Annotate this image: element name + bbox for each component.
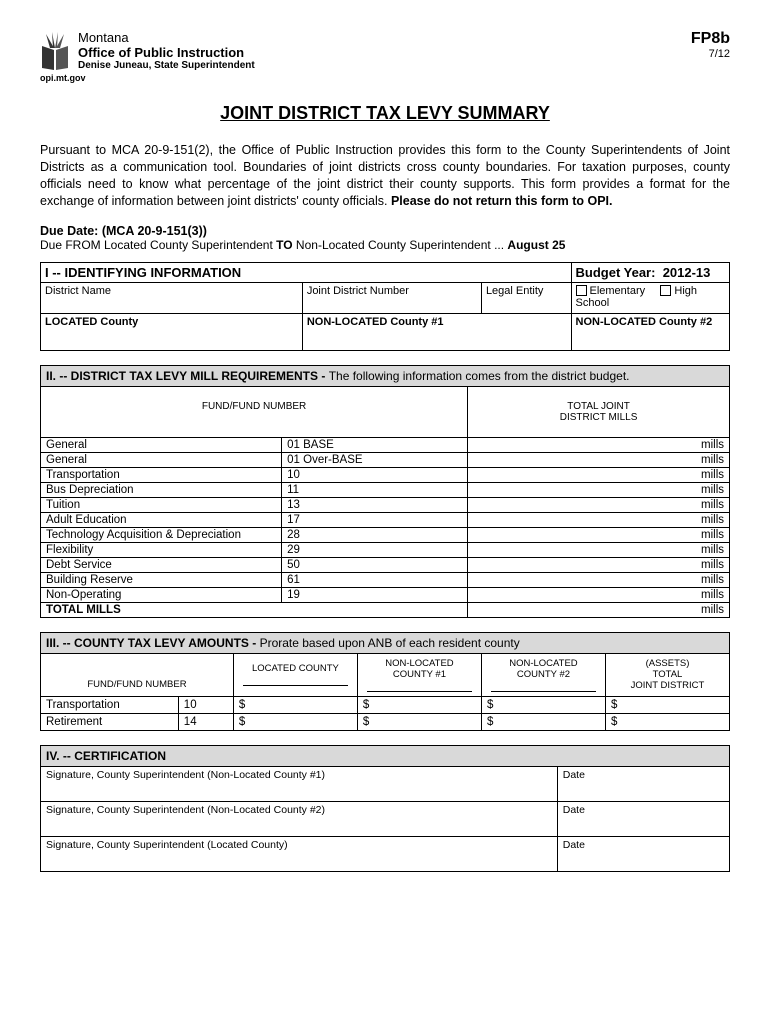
fund-num: 10 (178, 696, 233, 713)
fund-name: General (41, 452, 282, 467)
amount-field[interactable]: $ (481, 713, 605, 730)
section-3-header: III. -- COUNTY TAX LEVY AMOUNTS - Prorat… (41, 632, 730, 653)
total-mills-value[interactable]: mills (468, 602, 730, 617)
fund-num: 13 (282, 497, 468, 512)
fund-name: General (41, 437, 282, 452)
mills-value[interactable]: mills (468, 452, 730, 467)
mills-value[interactable]: mills (468, 467, 730, 482)
fund-num: 17 (282, 512, 468, 527)
fund-num: 01 Over-BASE (282, 452, 468, 467)
joint-district-number-field[interactable]: Joint District Number (302, 282, 481, 313)
section-4-header: IV. -- CERTIFICATION (41, 745, 730, 766)
fund-name: Non-Operating (41, 587, 282, 602)
located-county-header: LOCATED COUNTY (233, 653, 357, 696)
fund-num: 11 (282, 482, 468, 497)
signature-nl1-field[interactable]: Signature, County Superintendent (Non-Lo… (41, 766, 558, 801)
section-1-header: I -- IDENTIFYING INFORMATION (41, 262, 572, 282)
mills-value[interactable]: mills (468, 437, 730, 452)
highschool-checkbox[interactable] (660, 285, 671, 296)
office-name: Office of Public Instruction (78, 45, 255, 60)
website-url: opi.mt.gov (40, 73, 255, 83)
elementary-checkbox[interactable] (576, 285, 587, 296)
fund-name: Building Reserve (41, 572, 282, 587)
nl-county-2-header: NON-LOCATEDCOUNTY #2 (481, 653, 605, 696)
fund-name: Retirement (41, 713, 179, 730)
fund-name: Adult Education (41, 512, 282, 527)
budget-year-cell: Budget Year: 2012-13 (571, 262, 730, 282)
signature-located-field[interactable]: Signature, County Superintendent (Locate… (41, 836, 558, 871)
section-3-table: III. -- COUNTY TAX LEVY AMOUNTS - Prorat… (40, 632, 730, 731)
amount-field[interactable]: $ (481, 696, 605, 713)
fund-num: 14 (178, 713, 233, 730)
fund-name: Tuition (41, 497, 282, 512)
section-1-table: I -- IDENTIFYING INFORMATION Budget Year… (40, 262, 730, 351)
intro-bold: Please do not return this form to OPI. (391, 194, 613, 208)
mills-value[interactable]: mills (468, 512, 730, 527)
total-mills-header: TOTAL JOINTDISTRICT MILLS (468, 386, 730, 437)
book-icon (40, 30, 70, 70)
logo-block: Montana Office of Public Instruction Den… (40, 30, 255, 83)
amount-field[interactable]: $ (605, 696, 729, 713)
located-county-field[interactable]: LOCATED County (41, 313, 303, 350)
due-date-line: Due FROM Located County Superintendent T… (40, 238, 730, 252)
form-code: FP8b (691, 30, 730, 48)
fund-name: Bus Depreciation (41, 482, 282, 497)
fund-name: Transportation (41, 696, 179, 713)
fund-name: Technology Acquisition & Depreciation (41, 527, 282, 542)
fund-num: 01 BASE (282, 437, 468, 452)
mills-value[interactable]: mills (468, 527, 730, 542)
nl-county-1-header: NON-LOCATEDCOUNTY #1 (357, 653, 481, 696)
mills-value[interactable]: mills (468, 572, 730, 587)
date-field[interactable]: Date (557, 836, 729, 871)
fund-name: Transportation (41, 467, 282, 482)
due-date-heading: Due Date: (MCA 20-9-151(3)) (40, 224, 730, 238)
amount-field[interactable]: $ (233, 696, 357, 713)
mills-value[interactable]: mills (468, 497, 730, 512)
fund-num: 28 (282, 527, 468, 542)
intro-paragraph: Pursuant to MCA 20-9-151(2), the Office … (40, 142, 730, 210)
district-name-field[interactable]: District Name (41, 282, 303, 313)
amount-field[interactable]: $ (357, 713, 481, 730)
fund-name: Flexibility (41, 542, 282, 557)
fund-num: 19 (282, 587, 468, 602)
date-field[interactable]: Date (557, 766, 729, 801)
assets-total-header: (ASSETS)TOTALJOINT DISTRICT (605, 653, 729, 696)
amount-field[interactable]: $ (357, 696, 481, 713)
mills-value[interactable]: mills (468, 482, 730, 497)
section-4-table: IV. -- CERTIFICATION Signature, County S… (40, 745, 730, 872)
section-2-header: II. -- DISTRICT TAX LEVY MILL REQUIREMEN… (41, 365, 730, 386)
school-type-field[interactable]: Elementary High School (571, 282, 730, 313)
mills-value[interactable]: mills (468, 587, 730, 602)
fund-number-header: FUND/FUND NUMBER (41, 386, 468, 437)
total-mills-label: TOTAL MILLS (41, 602, 468, 617)
fund-num: 61 (282, 572, 468, 587)
mills-value[interactable]: mills (468, 542, 730, 557)
page-title: JOINT DISTRICT TAX LEVY SUMMARY (40, 103, 730, 124)
non-located-county-1-field[interactable]: NON-LOCATED County #1 (302, 313, 571, 350)
fund-num: 10 (282, 467, 468, 482)
header: Montana Office of Public Instruction Den… (40, 30, 730, 83)
date-field[interactable]: Date (557, 801, 729, 836)
fund-num: 29 (282, 542, 468, 557)
form-code-block: FP8b 7/12 (691, 30, 730, 60)
fund-name: Debt Service (41, 557, 282, 572)
form-revision: 7/12 (691, 48, 730, 60)
non-located-county-2-field[interactable]: NON-LOCATED County #2 (571, 313, 730, 350)
signature-nl2-field[interactable]: Signature, County Superintendent (Non-Lo… (41, 801, 558, 836)
section-2-table: II. -- DISTRICT TAX LEVY MILL REQUIREMEN… (40, 365, 730, 618)
amount-field[interactable]: $ (233, 713, 357, 730)
superintendent: Denise Juneau, State Superintendent (78, 60, 255, 71)
amount-field[interactable]: $ (605, 713, 729, 730)
state-name: Montana (78, 30, 255, 45)
fund-number-header: FUND/FUND NUMBER (41, 653, 234, 696)
mills-value[interactable]: mills (468, 557, 730, 572)
intro-text: Pursuant to MCA 20-9-151(2), the Office … (40, 143, 730, 208)
fund-num: 50 (282, 557, 468, 572)
legal-entity-field[interactable]: Legal Entity (481, 282, 571, 313)
